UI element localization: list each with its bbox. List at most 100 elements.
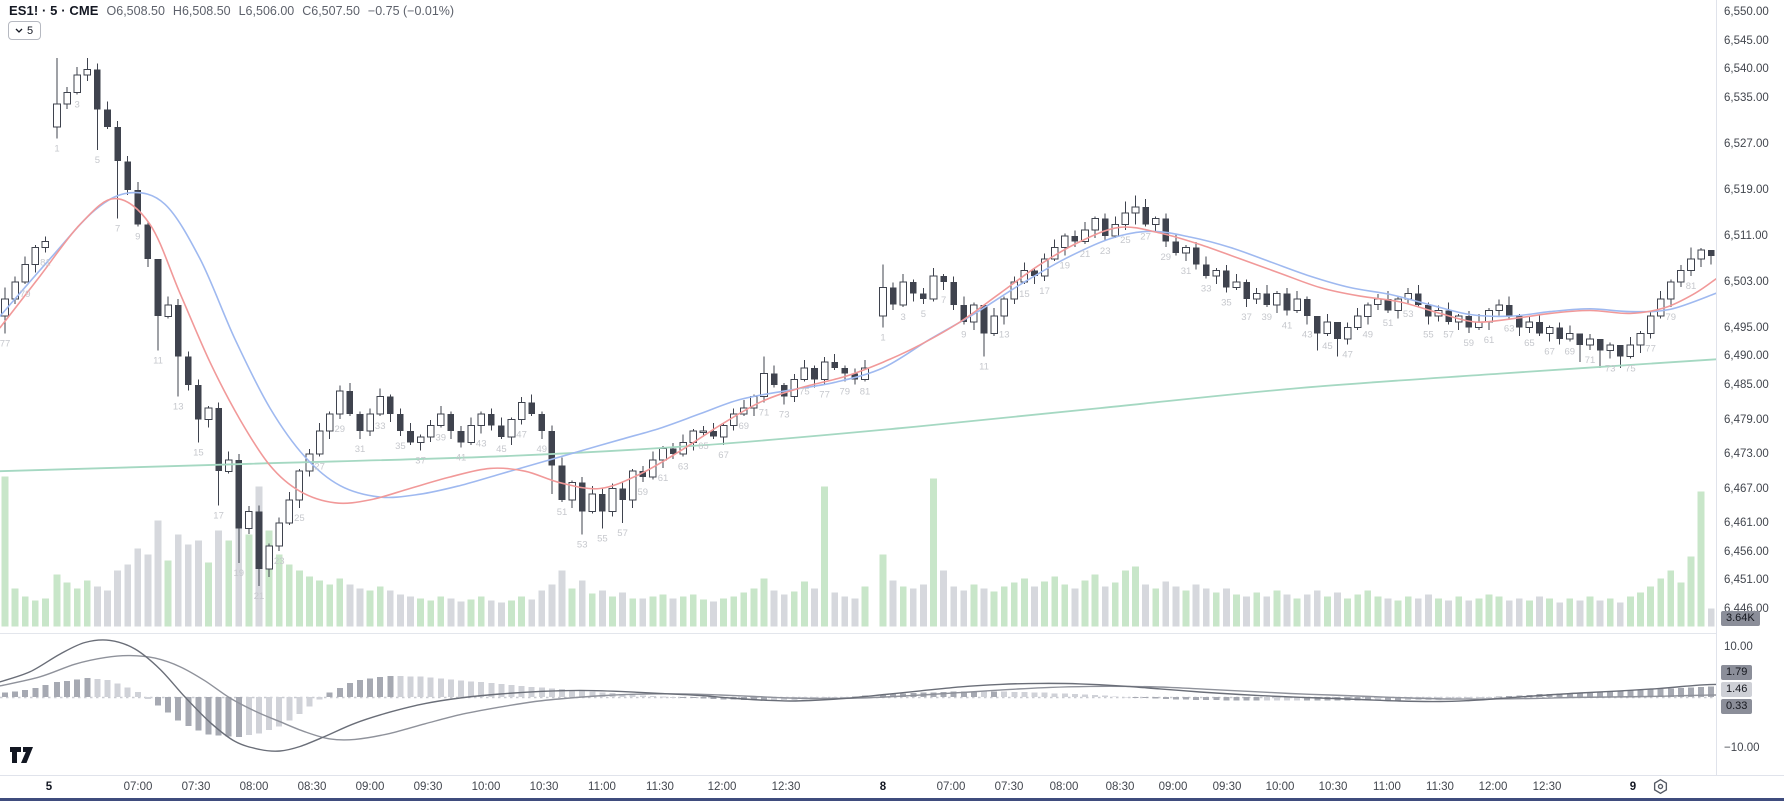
svg-text:33: 33	[375, 421, 386, 432]
svg-text:79: 79	[20, 289, 31, 300]
svg-text:81: 81	[860, 387, 871, 398]
ohlc-close: C6,507.50	[302, 3, 360, 18]
svg-text:37: 37	[1241, 312, 1252, 323]
price-tick: 6,473.00	[1724, 448, 1769, 460]
ma-blue	[0, 191, 1716, 499]
time-axis-settings-gear-icon[interactable]	[1652, 778, 1669, 795]
svg-text:35: 35	[395, 441, 406, 452]
price-tick: 6,479.00	[1724, 413, 1769, 426]
svg-text:33: 33	[1201, 283, 1212, 294]
svg-text:53: 53	[1403, 309, 1414, 320]
svg-text:29: 29	[1161, 252, 1172, 263]
svg-text:63: 63	[1504, 324, 1515, 335]
svg-text:1: 1	[880, 333, 885, 344]
macd-histogram	[2, 675, 1715, 737]
time-label: 12:30	[1532, 781, 1562, 793]
time-label: 08:30	[1105, 781, 1135, 793]
time-label: 12:00	[1478, 781, 1508, 793]
svg-text:67: 67	[1544, 347, 1555, 358]
svg-text:59: 59	[1464, 338, 1475, 349]
ma-green	[0, 358, 1716, 473]
svg-text:25: 25	[294, 513, 305, 524]
time-label: 08:00	[1049, 781, 1079, 793]
day-label: 9	[1629, 781, 1637, 793]
svg-text:23: 23	[1100, 246, 1111, 257]
svg-text:5: 5	[921, 309, 926, 320]
day-label: 8	[879, 781, 887, 793]
svg-text:41: 41	[1282, 321, 1293, 332]
price-tick: 6,503.00	[1724, 275, 1769, 288]
svg-text:13: 13	[173, 402, 184, 413]
svg-text:35: 35	[1221, 298, 1232, 309]
svg-text:75: 75	[1625, 364, 1636, 375]
time-label: 12:00	[707, 781, 737, 793]
svg-text:57: 57	[617, 528, 628, 539]
svg-text:11: 11	[153, 356, 163, 367]
svg-text:31: 31	[355, 444, 366, 455]
price-tick: 6,485.00	[1724, 379, 1769, 392]
svg-text:59: 59	[638, 487, 649, 498]
time-label: 11:00	[1373, 781, 1401, 793]
svg-text:19: 19	[234, 568, 245, 579]
svg-text:37: 37	[415, 456, 426, 467]
price-tick: 6,461.00	[1724, 516, 1769, 529]
svg-text:51: 51	[557, 507, 568, 518]
svg-text:69: 69	[739, 421, 750, 432]
price-tick: 6,451.00	[1724, 574, 1769, 587]
svg-text:49: 49	[1363, 329, 1374, 340]
svg-text:77: 77	[0, 339, 10, 350]
volume-badge: 3.64K	[1721, 611, 1760, 626]
macd-value-badge: 1.79	[1721, 665, 1753, 680]
svg-text:19: 19	[1060, 260, 1071, 271]
ohlc-high: H6,508.50	[172, 3, 231, 18]
svg-text:15: 15	[193, 448, 204, 459]
tradingview-logo-icon[interactable]	[9, 745, 35, 765]
time-label: 09:30	[413, 781, 443, 793]
svg-text:23: 23	[274, 556, 285, 567]
svg-text:29: 29	[335, 424, 346, 435]
time-label: 10:00	[1265, 781, 1295, 793]
svg-text:65: 65	[1524, 338, 1535, 349]
interval-dropdown[interactable]: 5	[8, 21, 42, 40]
svg-text:71: 71	[1585, 355, 1596, 366]
svg-text:61: 61	[658, 473, 669, 484]
svg-text:43: 43	[476, 438, 487, 449]
macd-axis-top: 10.00	[1724, 640, 1753, 653]
ma-lines	[0, 191, 1716, 505]
time-label: 07:30	[994, 781, 1024, 793]
chart-canvas[interactable]: 7779811357911131517192123252729313335373…	[0, 0, 1716, 775]
svg-text:47: 47	[516, 430, 527, 441]
time-label: 07:00	[123, 781, 153, 793]
svg-text:3: 3	[75, 100, 80, 111]
price-tick: 6,540.00	[1724, 63, 1769, 76]
svg-text:53: 53	[577, 539, 588, 550]
macd-value-badge: 1.46	[1721, 682, 1753, 697]
time-label: 09:00	[1158, 781, 1188, 793]
svg-text:71: 71	[759, 407, 770, 418]
svg-text:81: 81	[40, 258, 51, 269]
time-label: 10:30	[529, 781, 559, 793]
symbol-title[interactable]: ES1! · 5 · CME	[9, 3, 99, 18]
interval-dropdown-label: 5	[27, 24, 34, 37]
svg-text:27: 27	[314, 461, 325, 472]
time-label: 07:00	[936, 781, 966, 793]
volume-bars	[1, 476, 1715, 627]
macd-axis-bottom: −10.00	[1724, 741, 1760, 754]
time-axis[interactable]: 5 07:00 07:30 08:00 08:30 09:00 09:30 10:00 10:3…	[0, 775, 1784, 799]
price-tick: 6,490.00	[1724, 350, 1769, 363]
svg-text:13: 13	[999, 329, 1010, 340]
svg-text:55: 55	[1423, 329, 1434, 340]
chevron-down-icon	[15, 28, 23, 33]
svg-text:79: 79	[1666, 312, 1677, 323]
time-label: 09:00	[355, 781, 385, 793]
ohlc-low: L6,506.00	[238, 3, 295, 18]
time-label: 12:30	[771, 781, 801, 793]
price-tick: 6,527.00	[1724, 138, 1769, 150]
svg-text:55: 55	[597, 534, 608, 545]
price-tick: 6,550.00	[1724, 6, 1769, 18]
price-axis[interactable]: 6,550.00 6,545.00 6,540.00 6,535.00 6,527.00…	[1716, 0, 1784, 775]
svg-text:81: 81	[1686, 281, 1697, 292]
price-tick: 6,467.00	[1724, 482, 1769, 495]
time-label: 11:00	[588, 781, 616, 793]
svg-text:75: 75	[799, 387, 810, 398]
